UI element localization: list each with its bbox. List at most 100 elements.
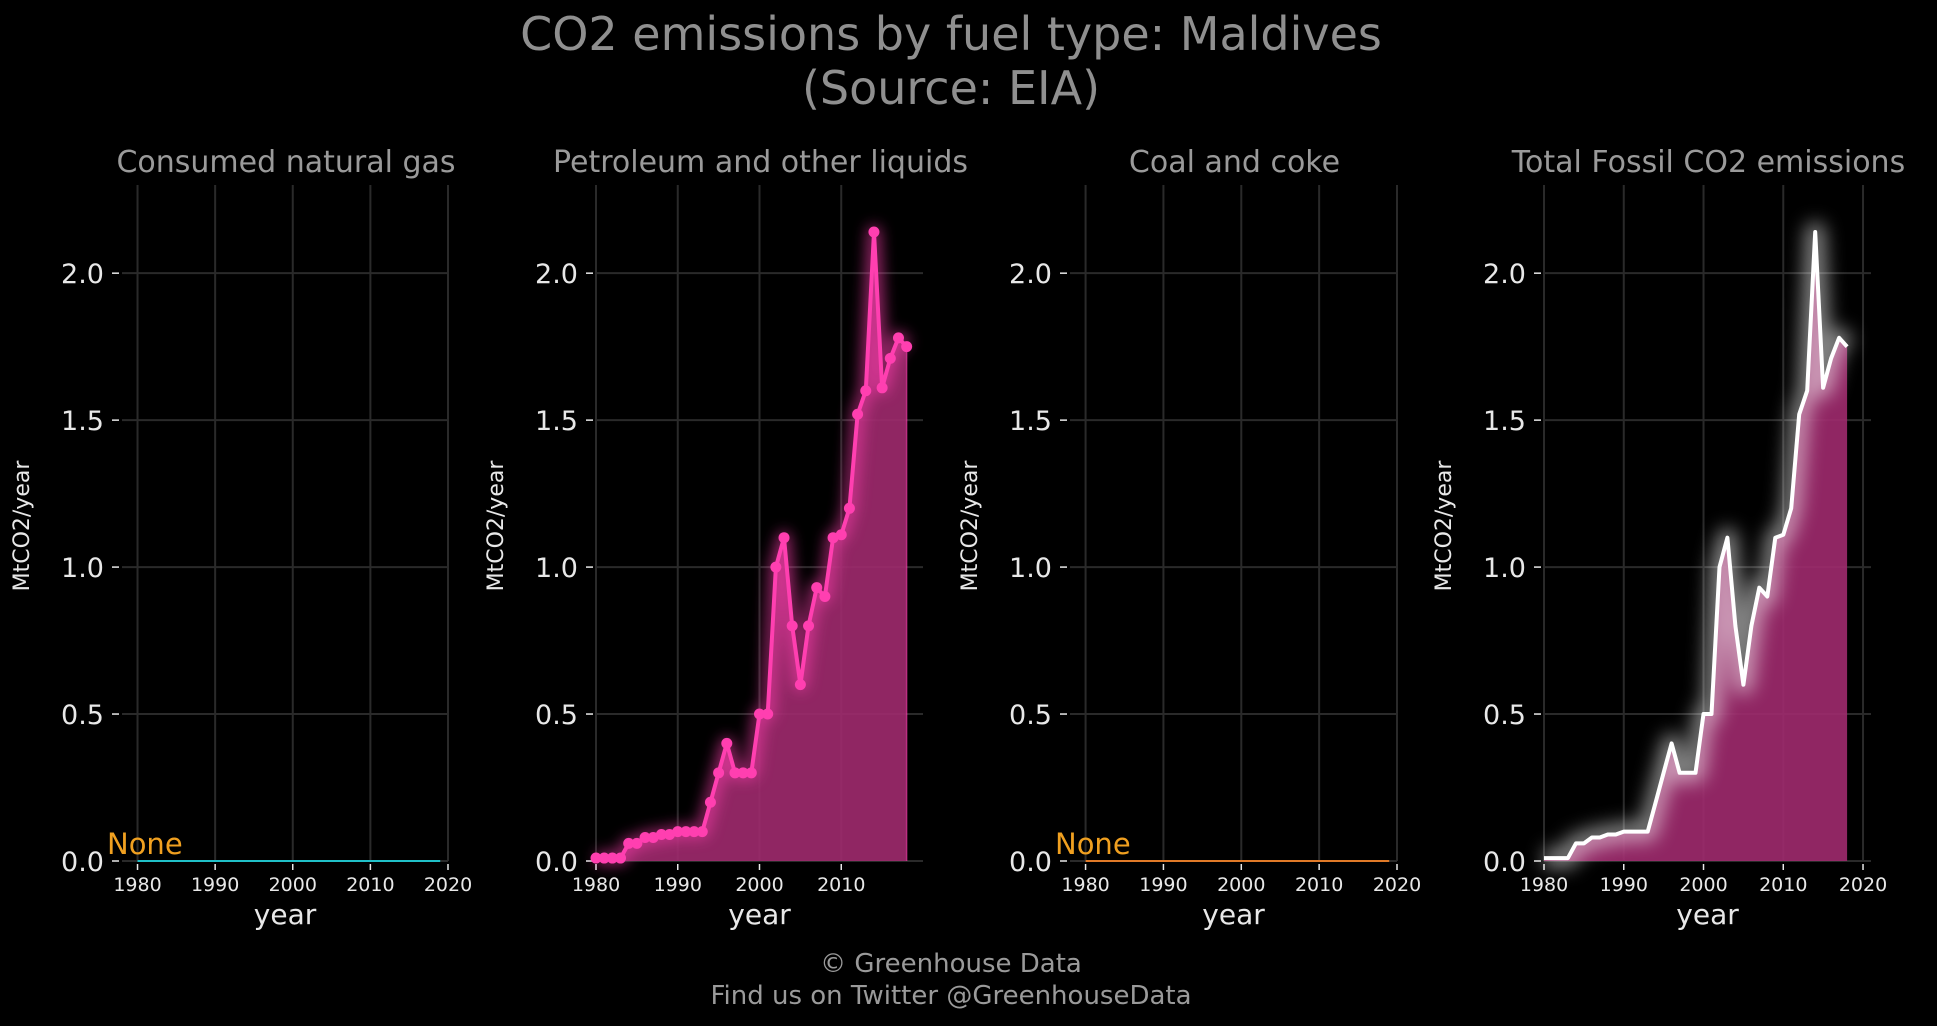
y-tick-label: 0.0: [1483, 847, 1526, 878]
y-tick-label: 2.0: [535, 259, 578, 290]
x-tick-label: 2000: [1679, 874, 1727, 896]
x-tick-label: 1990: [1600, 874, 1648, 896]
y-axis-label: MtCO2/year: [484, 460, 509, 592]
x-tick-label: 1990: [1139, 874, 1187, 896]
data-point: [819, 590, 831, 602]
data-point: [672, 826, 684, 838]
y-tick-label: 0.5: [535, 700, 578, 731]
data-point: [786, 620, 798, 632]
y-tick-label: 1.0: [1009, 553, 1052, 584]
panel-3: 0.0 0.5 1.0 1.5 2.0 1980 1990 2000 2010 2020 Coal …: [958, 145, 1421, 931]
footer-copyright: © Greenhouse Data: [820, 949, 1082, 979]
panel-4: 0.0 0.5 1.0 1.5 2.0 1980 1990 2000 2010 2020 Total…: [1432, 145, 1905, 931]
x-tick-label: 1990: [654, 874, 702, 896]
panel-1: 0.0 0.5 1.0 1.5 2.0 1980 1990 2000 2010 2020 Consu…: [10, 145, 472, 931]
panel-title: Petroleum and other liquids: [553, 145, 968, 180]
data-point: [892, 332, 904, 344]
x-tick-label: 2000: [1217, 874, 1265, 896]
y-tick-label: 0.0: [1009, 847, 1052, 878]
y-axis-label: MtCO2/year: [10, 460, 35, 592]
x-axis-label: year: [1202, 898, 1265, 931]
y-axis-label: MtCO2/year: [958, 460, 983, 592]
data-point: [729, 767, 741, 779]
data-point: [721, 737, 733, 749]
chart-title: CO2 emissions by fuel type: Maldives: [520, 7, 1382, 61]
data-point: [704, 796, 716, 808]
data-point: [770, 561, 782, 573]
chart-subtitle: (Source: EIA): [802, 61, 1100, 115]
data-point: [713, 767, 725, 779]
y-tick-label: 2.0: [61, 259, 104, 290]
y-tick-label: 2.0: [1009, 259, 1052, 290]
x-tick-label: 2010: [346, 874, 394, 896]
area-fill: [1544, 232, 1848, 861]
y-tick-label: 1.0: [1483, 553, 1526, 584]
x-tick-label: 2020: [1839, 874, 1887, 896]
data-point: [884, 352, 896, 364]
x-tick-label: 2000: [269, 874, 317, 896]
panels-group: 0.0 0.5 1.0 1.5 2.0 1980 1990 2000 2010 2020 Consu…: [10, 145, 1905, 931]
data-point: [696, 826, 708, 838]
data-point: [794, 679, 806, 691]
footer-twitter: Find us on Twitter @GreenhouseData: [710, 981, 1191, 1011]
x-tick-label: 1980: [113, 874, 161, 896]
data-point: [762, 708, 774, 720]
data-point: [868, 226, 880, 238]
y-tick-label: 0.5: [61, 700, 104, 731]
x-tick-label: 1980: [572, 874, 620, 896]
data-point: [901, 341, 913, 353]
data-point: [803, 620, 815, 632]
x-tick-label: 1990: [191, 874, 239, 896]
panel-title: Consumed natural gas: [116, 145, 455, 180]
data-point: [680, 826, 692, 838]
y-tick-label: 0.0: [61, 847, 104, 878]
data-point: [835, 529, 847, 541]
x-axis-label: year: [1676, 898, 1739, 931]
data-point: [590, 852, 602, 864]
y-tick-label: 1.5: [61, 406, 104, 437]
area-fill: [596, 232, 907, 861]
x-tick-label: 2010: [1295, 874, 1343, 896]
data-point: [737, 767, 749, 779]
x-tick-label: 2020: [424, 874, 472, 896]
series-line: [1544, 230, 1849, 861]
data-point: [631, 837, 643, 849]
data-point: [811, 582, 823, 594]
y-tick-label: 0.0: [535, 847, 578, 878]
x-tick-label: 2000: [735, 874, 783, 896]
x-axis-label: year: [728, 898, 791, 931]
data-point: [615, 852, 627, 864]
y-tick-label: 0.5: [1483, 700, 1526, 731]
data-point: [852, 408, 864, 420]
data-point: [860, 385, 872, 397]
data-point: [745, 767, 757, 779]
data-point: [843, 502, 855, 514]
panel-title: Coal and coke: [1129, 145, 1340, 180]
x-tick-label: 2020: [1373, 874, 1421, 896]
data-point: [623, 837, 635, 849]
y-tick-label: 1.0: [535, 553, 578, 584]
data-point: [876, 382, 888, 394]
data-point: [754, 708, 765, 720]
panel-title: Total Fossil CO2 emissions: [1511, 145, 1905, 180]
panel-2: 0.0 0.5 1.0 1.5 2.0 1980 1990 2000 2010 Petroleum…: [484, 145, 968, 931]
no-data-annotation: None: [107, 827, 183, 861]
no-data-annotation: None: [1055, 827, 1131, 861]
y-tick-label: 1.5: [1009, 406, 1052, 437]
x-axis-label: year: [254, 898, 317, 931]
x-tick-label: 1980: [1520, 874, 1568, 896]
data-point: [598, 852, 610, 864]
data-point: [778, 532, 790, 544]
data-point: [639, 831, 651, 843]
y-tick-label: 1.0: [61, 553, 104, 584]
y-tick-label: 1.5: [1483, 406, 1526, 437]
x-tick-label: 2010: [817, 874, 865, 896]
y-tick-label: 0.5: [1009, 700, 1052, 731]
data-point: [655, 829, 667, 841]
x-tick-label: 2010: [1759, 874, 1807, 896]
data-point: [606, 852, 618, 864]
y-tick-label: 1.5: [535, 406, 578, 437]
data-point: [688, 826, 700, 838]
